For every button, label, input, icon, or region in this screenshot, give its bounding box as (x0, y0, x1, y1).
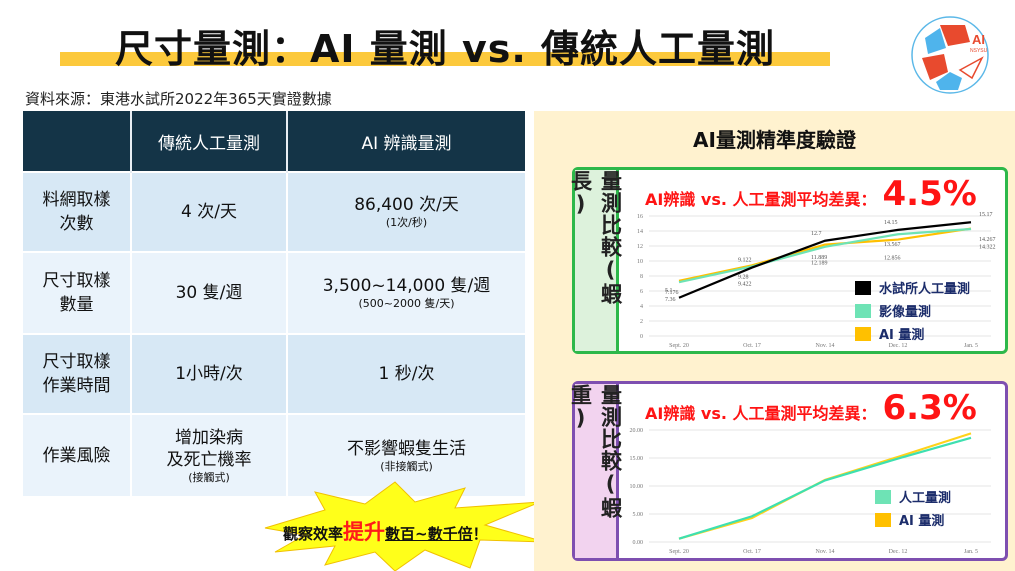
manual-value: 增加染病 及死亡機率 (接觸式) (131, 413, 288, 496)
svg-text:12: 12 (637, 244, 643, 250)
svg-text:NSYSU: NSYSU (970, 48, 988, 54)
weight-legend: 人工量測 AI 量測 (875, 487, 951, 533)
legend-item: 影像量測 (855, 301, 970, 320)
svg-text:9.422: 9.422 (738, 281, 752, 287)
weight-diff-title: AI辨識 vs. 人工量測平均差異： 6.3% (645, 388, 977, 428)
svg-text:8: 8 (640, 274, 643, 280)
title-area: 尺寸量測：AI 量測 vs. 傳統人工量測 (60, 18, 830, 71)
svg-text:7.36: 7.36 (665, 297, 676, 303)
manual-value: 1小時/次 (131, 333, 288, 414)
ai-value: 86,400 次/天 (1次/秒) (287, 171, 525, 252)
header-manual: 傳統人工量測 (131, 111, 288, 172)
svg-text:0.00: 0.00 (633, 540, 644, 546)
svg-text:Jan. 5: Jan. 5 (964, 343, 978, 349)
svg-text:5.1: 5.1 (665, 288, 673, 294)
table-row: 尺寸取樣 作業時間 1小時/次 1 秒/次 (23, 333, 525, 414)
weight-chart-box: 量測比較(蝦重) AI辨識 vs. 人工量測平均差異： 6.3% 0.00 5.00… (569, 381, 1008, 561)
svg-text:Nov. 14: Nov. 14 (816, 549, 835, 555)
starburst-shape (264, 481, 545, 571)
svg-text:14.15: 14.15 (884, 220, 898, 226)
weight-line-chart: 0.00 5.00 10.00 15.00 20.00 Sept. 20 Oct. 17 No… (630, 428, 991, 555)
row-label: 尺寸取樣 數量 (23, 251, 132, 334)
svg-text:16: 16 (637, 214, 643, 220)
svg-text:2: 2 (640, 319, 643, 325)
svg-text:12.189: 12.189 (811, 261, 828, 267)
svg-text:7.176: 7.176 (665, 290, 679, 296)
manual-value: 30 隻/週 (131, 251, 288, 334)
svg-text:14.267: 14.267 (979, 237, 996, 243)
svg-text:5.00: 5.00 (633, 512, 644, 518)
ai-value: 1 秒/次 (287, 333, 525, 414)
data-source: 資料來源：東港水試所2022年365天實證數據 (25, 90, 332, 108)
svg-text:Sept. 20: Sept. 20 (669, 343, 689, 349)
legend-item: AI 量測 (855, 324, 970, 343)
length-legend: 水試所人工量測 影像量測 AI 量測 (855, 278, 970, 347)
svg-text:10: 10 (637, 259, 643, 265)
ai-value: 3,500~14,000 隻/週 (500~2000 隻/天) (287, 251, 525, 334)
panel-title: AI量測精準度驗證 (693, 128, 856, 152)
svg-text:10.00: 10.00 (630, 484, 644, 490)
svg-text:Jan. 5: Jan. 5 (964, 549, 978, 555)
svg-text:Dec. 12: Dec. 12 (889, 549, 908, 555)
comparison-table: 傳統人工量測 AI 辨識量測 料網取樣 次數 4 次/天 86,400 次/天 (1… (23, 111, 525, 496)
svg-text:12.856: 12.856 (884, 256, 901, 262)
accuracy-panel: AI量測精準度驗證 量測比較(蝦長) AI辨識 vs. 人工量測平均差異： 4.5… (534, 111, 1015, 571)
table-row: 料網取樣 次數 4 次/天 86,400 次/天 (1次/秒) (23, 171, 525, 252)
nsysu-ai-logo-icon: AI NSYSU (911, 16, 989, 94)
svg-text:Sept. 20: Sept. 20 (669, 549, 689, 555)
table-row: 尺寸取樣 數量 30 隻/週 3,500~14,000 隻/週 (500~2000 … (23, 251, 525, 334)
svg-text:14: 14 (637, 229, 643, 235)
title-underline-bar (60, 52, 830, 66)
header-empty (23, 111, 132, 172)
table-header-row: 傳統人工量測 AI 辨識量測 (23, 111, 525, 172)
svg-text:11.889: 11.889 (811, 255, 827, 261)
svg-text:AI: AI (972, 32, 985, 47)
legend-item: 水試所人工量測 (855, 278, 970, 297)
legend-item: AI 量測 (875, 510, 951, 529)
svg-text:15.17: 15.17 (979, 212, 993, 218)
row-label: 料網取樣 次數 (23, 171, 132, 252)
manual-value: 4 次/天 (131, 171, 288, 252)
svg-text:9.122: 9.122 (738, 258, 752, 264)
efficiency-callout: 觀察效率提升數百~數千倍！ (283, 520, 488, 544)
ai-value: 不影響蝦隻生活 (非接觸式) (287, 413, 525, 496)
svg-text:Dec. 12: Dec. 12 (889, 343, 908, 349)
svg-text:0: 0 (640, 334, 643, 340)
svg-text:14.322: 14.322 (979, 245, 996, 251)
row-label: 尺寸取樣 作業時間 (23, 333, 132, 414)
svg-text:9.28: 9.28 (738, 274, 749, 280)
weight-side-label: 量測比較(蝦重) (569, 384, 623, 558)
svg-text:4: 4 (640, 304, 643, 310)
svg-text:13.567: 13.567 (884, 242, 901, 248)
length-side-label: 量測比較(蝦長) (569, 170, 623, 351)
svg-text:Nov. 14: Nov. 14 (816, 343, 835, 349)
page-title: 尺寸量測：AI 量測 vs. 傳統人工量測 (115, 27, 776, 71)
length-chart-box: 量測比較(蝦長) AI辨識 vs. 人工量測平均差異： 4.5% 0 2 4 6 8 10 1… (569, 167, 1008, 354)
table-row: 作業風險 增加染病 及死亡機率 (接觸式) 不影響蝦隻生活 (非接觸式) (23, 413, 525, 496)
svg-text:12.7: 12.7 (811, 231, 822, 237)
length-line-chart: 0 2 4 6 8 10 12 14 16 Sept. 20 Oct. 17 Nov. 14 Dec. … (637, 212, 996, 349)
svg-text:6: 6 (640, 289, 643, 295)
svg-text:15.00: 15.00 (630, 456, 644, 462)
svg-text:Oct. 17: Oct. 17 (743, 343, 761, 349)
length-diff-title: AI辨識 vs. 人工量測平均差異： 4.5% (645, 174, 977, 214)
row-label: 作業風險 (23, 413, 132, 496)
svg-text:Oct. 17: Oct. 17 (743, 549, 761, 555)
header-ai: AI 辨識量測 (287, 111, 525, 172)
svg-text:20.00: 20.00 (630, 428, 644, 434)
legend-item: 人工量測 (875, 487, 951, 506)
